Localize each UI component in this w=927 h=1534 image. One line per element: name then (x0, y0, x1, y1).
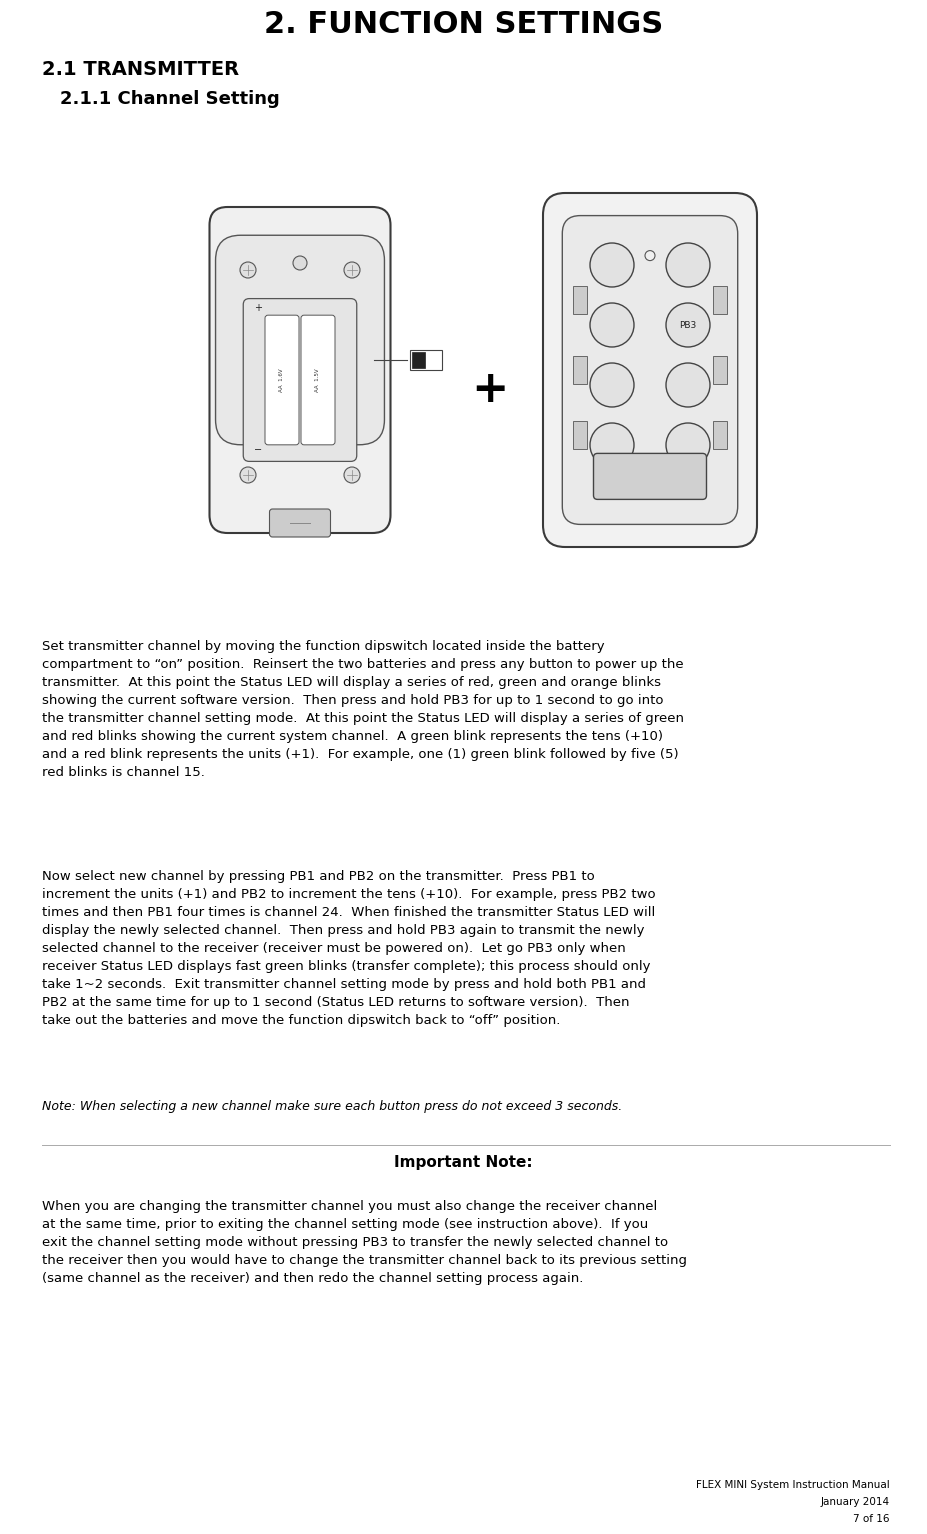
Text: Now select new channel by pressing PB1 and PB2 on the transmitter.  Press PB1 to: Now select new channel by pressing PB1 a… (42, 870, 655, 1026)
Circle shape (666, 423, 710, 466)
FancyBboxPatch shape (593, 454, 706, 500)
Bar (573, 285, 588, 314)
Bar (411, 350, 442, 370)
Text: AA  1.6V: AA 1.6V (280, 368, 285, 391)
Bar (413, 351, 425, 368)
FancyBboxPatch shape (301, 314, 335, 445)
Text: 2.1 TRANSMITTER: 2.1 TRANSMITTER (42, 60, 239, 78)
Circle shape (344, 466, 360, 483)
Text: −: − (254, 445, 262, 454)
Circle shape (666, 364, 710, 407)
Text: +: + (254, 304, 262, 313)
Circle shape (590, 242, 634, 287)
FancyBboxPatch shape (563, 216, 738, 525)
Bar (713, 420, 727, 449)
Text: When you are changing the transmitter channel you must also change the receiver : When you are changing the transmitter ch… (42, 1200, 687, 1285)
Text: 2.1.1 Channel Setting: 2.1.1 Channel Setting (60, 91, 280, 107)
Circle shape (666, 242, 710, 287)
Bar (573, 356, 588, 384)
FancyBboxPatch shape (243, 299, 357, 462)
Circle shape (590, 423, 634, 466)
Text: +: + (471, 368, 509, 411)
Text: 7 of 16: 7 of 16 (854, 1514, 890, 1523)
Text: AA  1.5V: AA 1.5V (315, 368, 321, 391)
Circle shape (344, 262, 360, 278)
Circle shape (240, 262, 256, 278)
Circle shape (590, 364, 634, 407)
Text: Important Note:: Important Note: (394, 1155, 533, 1170)
FancyBboxPatch shape (210, 207, 390, 532)
Bar (713, 285, 727, 314)
Text: PB3: PB3 (679, 321, 696, 330)
Circle shape (293, 256, 307, 270)
Text: FLEX MINI System Instruction Manual: FLEX MINI System Instruction Manual (696, 1480, 890, 1490)
Circle shape (590, 304, 634, 347)
FancyBboxPatch shape (216, 235, 385, 445)
FancyBboxPatch shape (270, 509, 331, 537)
Text: Note: When selecting a new channel make sure each button press do not exceed 3 s: Note: When selecting a new channel make … (42, 1100, 622, 1114)
FancyBboxPatch shape (543, 193, 757, 548)
Circle shape (666, 304, 710, 347)
Bar (713, 356, 727, 384)
Bar (573, 420, 588, 449)
Text: January 2014: January 2014 (821, 1497, 890, 1506)
Circle shape (240, 466, 256, 483)
Text: 2. FUNCTION SETTINGS: 2. FUNCTION SETTINGS (264, 11, 663, 38)
FancyBboxPatch shape (265, 314, 299, 445)
Text: Set transmitter channel by moving the function dipswitch located inside the batt: Set transmitter channel by moving the fu… (42, 640, 684, 779)
Circle shape (645, 250, 655, 261)
